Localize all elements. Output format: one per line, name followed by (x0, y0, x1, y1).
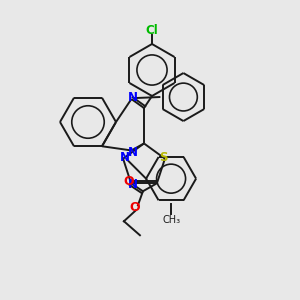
Text: N: N (128, 91, 137, 103)
Text: N: N (128, 146, 137, 159)
Text: O: O (130, 201, 140, 214)
Text: CH₃: CH₃ (162, 215, 180, 225)
Text: Cl: Cl (146, 23, 158, 37)
Text: N: N (120, 151, 130, 164)
Text: N: N (128, 178, 138, 191)
Text: S: S (159, 151, 167, 164)
Text: O: O (124, 175, 134, 188)
